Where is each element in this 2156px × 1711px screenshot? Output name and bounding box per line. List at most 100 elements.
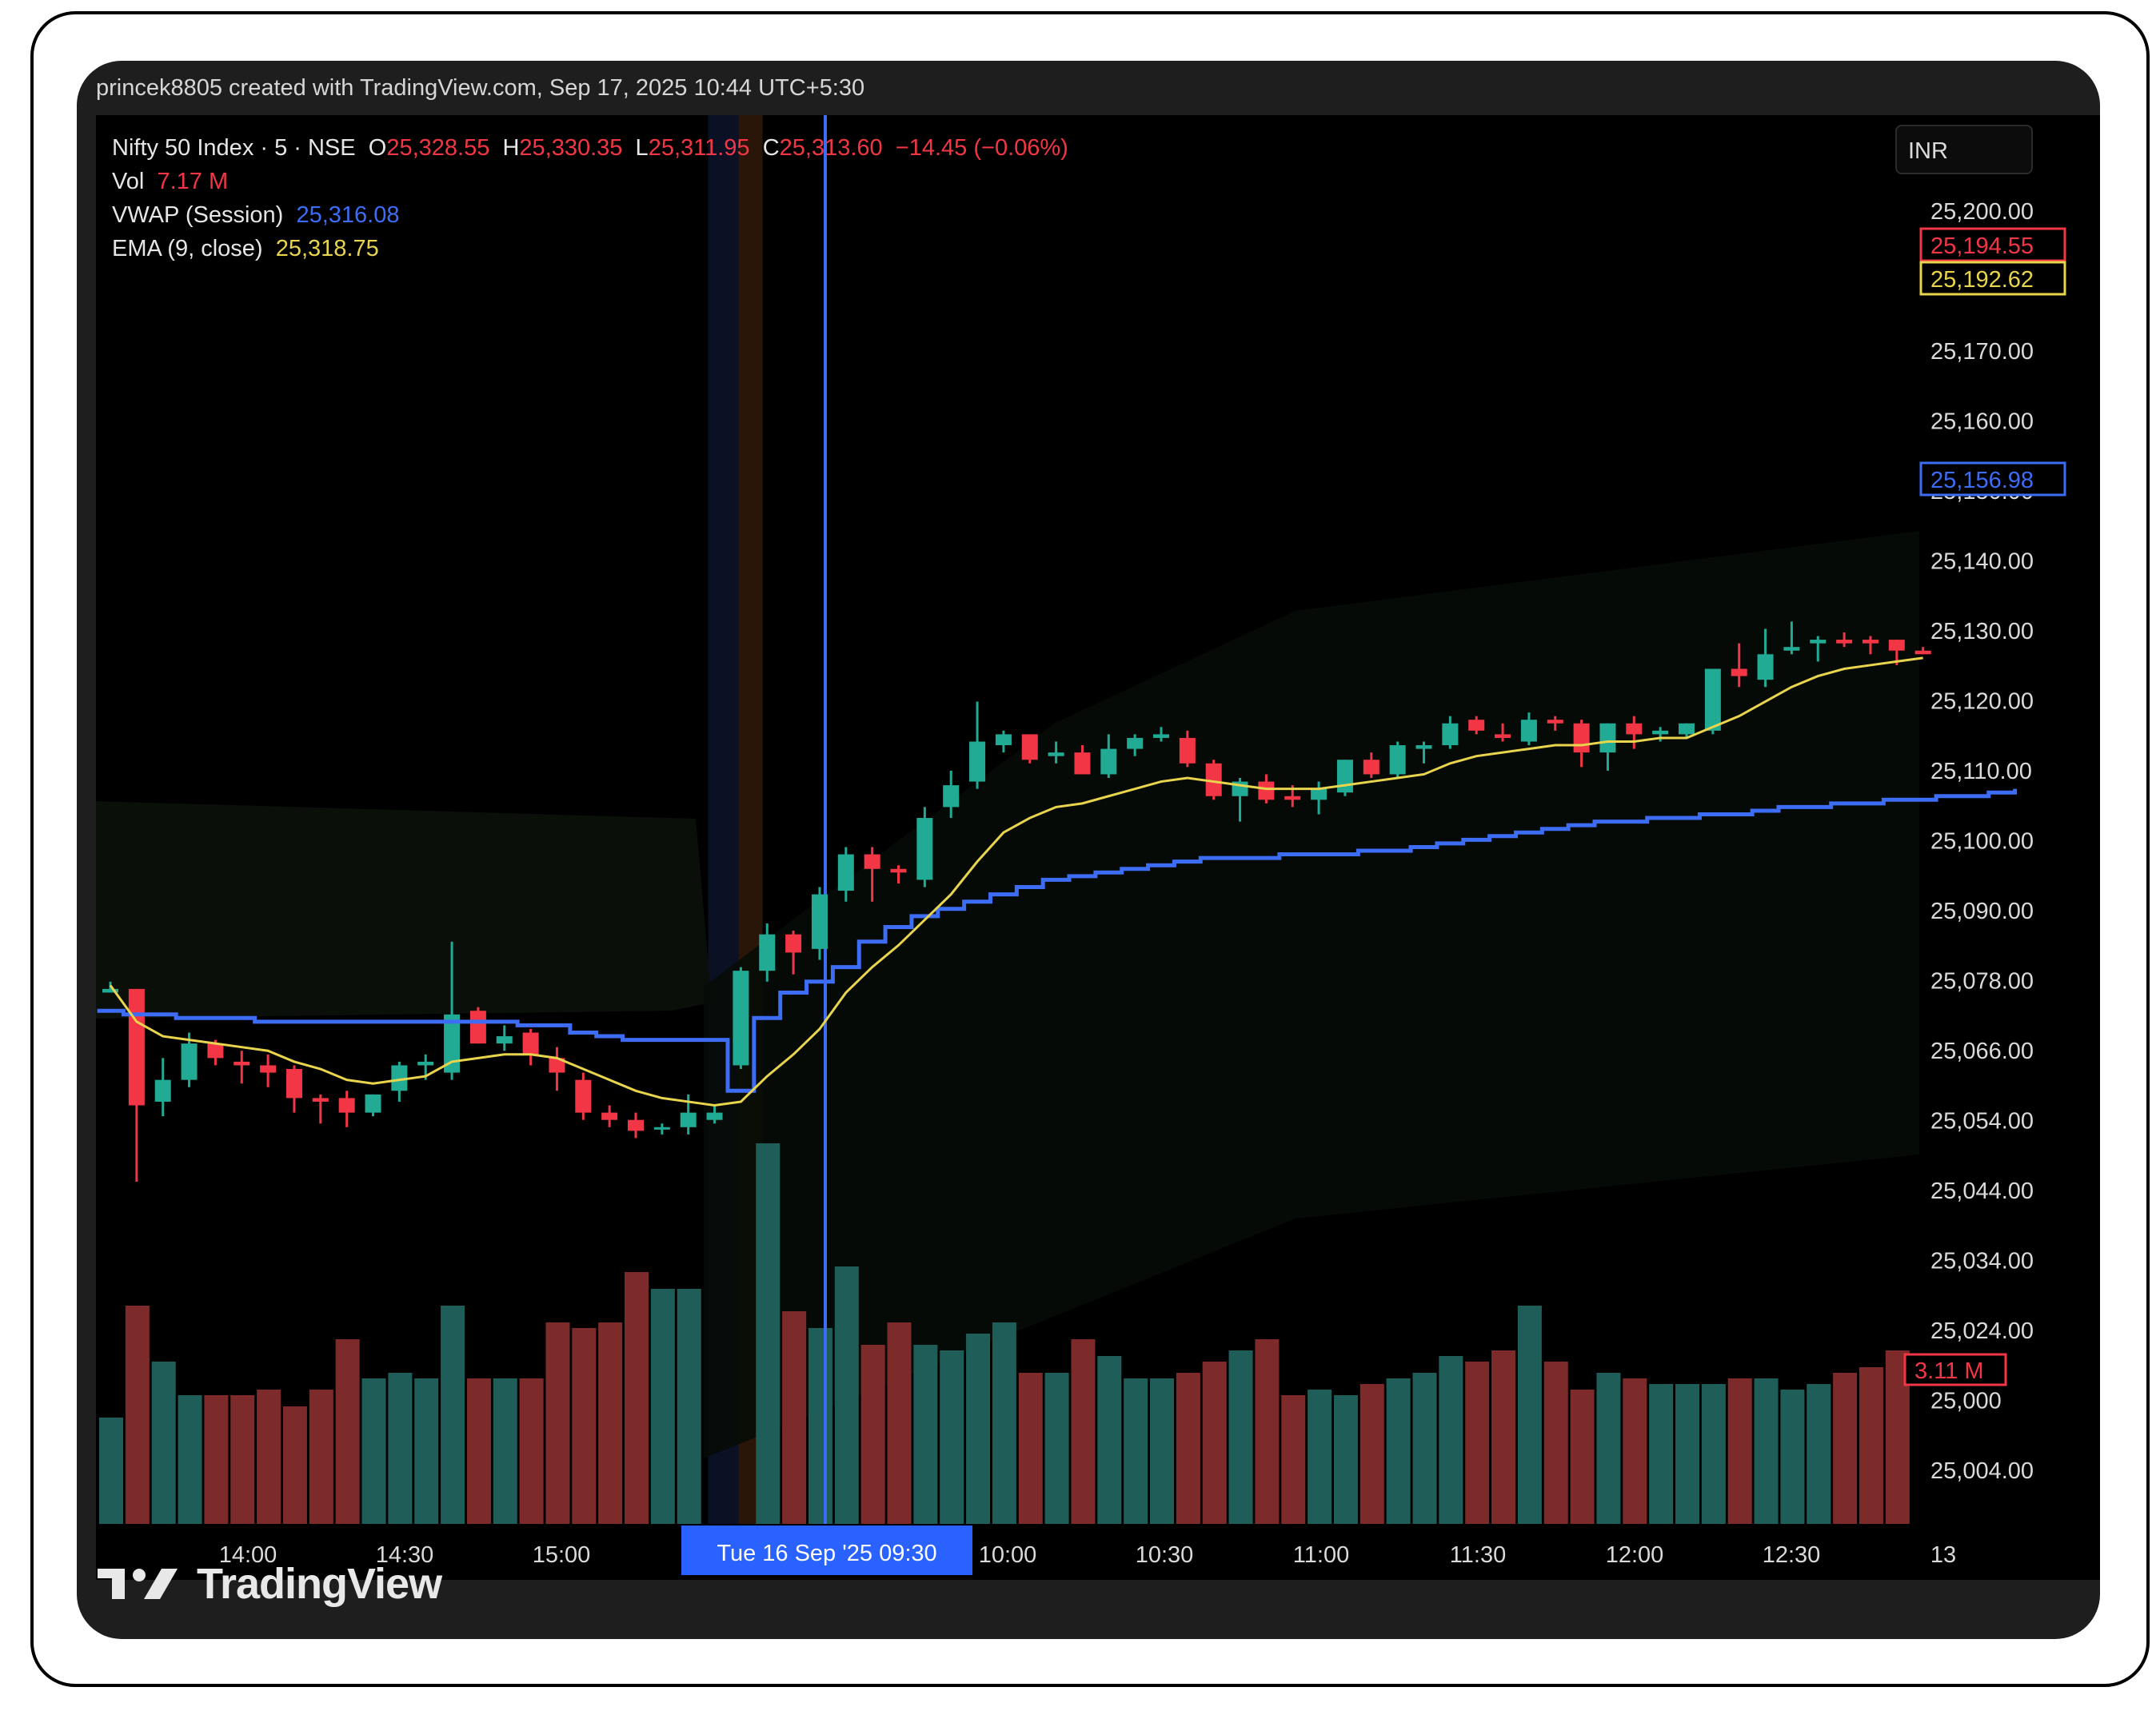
volume-bar: [1308, 1390, 1332, 1524]
volume-bar: [1228, 1350, 1253, 1524]
vwap-row[interactable]: VWAP (Session) 25,316.08: [112, 198, 1068, 232]
candle-body: [1415, 745, 1432, 749]
time-tick-label: 12:00: [1606, 1542, 1664, 1568]
candle-body: [207, 1043, 224, 1059]
volume-bar: [230, 1395, 255, 1524]
time-tick-label: 11:30: [1450, 1542, 1506, 1568]
candle-body: [102, 988, 118, 993]
time-tick-label: 12:30: [1763, 1542, 1821, 1568]
candle-body: [1363, 760, 1379, 775]
candle-body: [1520, 720, 1537, 742]
price-tick-label: 25,120.00: [1930, 689, 2034, 715]
price-tick-label: 25,044.00: [1930, 1179, 2034, 1204]
volume-bar: [1491, 1350, 1516, 1524]
volume-badge-box: [1903, 1353, 2007, 1386]
candle-body: [1284, 796, 1301, 800]
candle-body: [469, 1011, 486, 1044]
candle-body: [234, 1061, 250, 1066]
volume-bar: [1780, 1390, 1805, 1524]
volume-bar: [441, 1306, 465, 1524]
ema-value: 25,318.75: [275, 236, 379, 261]
price-axis-area: [1919, 115, 2100, 1524]
candle-body: [1258, 781, 1275, 800]
volume-bar: [204, 1395, 229, 1524]
volume-bar: [650, 1289, 675, 1524]
volume-bar: [1176, 1373, 1200, 1524]
volume-row[interactable]: Vol 7.17 M: [112, 165, 1068, 198]
volume-bar: [1255, 1339, 1280, 1524]
candle-body: [1704, 668, 1721, 731]
price-tick-label: 25,130.00: [1930, 619, 2034, 644]
volume-bar: [178, 1395, 202, 1524]
volume-bar: [860, 1345, 885, 1524]
open-label: O: [368, 135, 387, 161]
time-tick-label: 14:00: [219, 1542, 277, 1568]
ema-row[interactable]: EMA (9, close) 25,318.75: [112, 232, 1068, 265]
volume-bar: [519, 1378, 544, 1524]
candle-body: [1862, 640, 1879, 644]
low-label: L: [635, 135, 649, 161]
price-tick-label: 25,034.00: [1930, 1249, 2034, 1274]
candle-body: [1311, 788, 1328, 800]
volume-bar: [1570, 1390, 1595, 1524]
candle-body: [522, 1032, 539, 1055]
candle-body: [128, 988, 145, 1106]
volume-bar: [257, 1390, 281, 1524]
volume-bar: [335, 1339, 360, 1524]
candle-body: [653, 1127, 670, 1130]
candle-body: [1836, 640, 1853, 644]
crosshair-time-label: Tue 16 Sep '25 09:30: [717, 1541, 936, 1566]
candle-body: [1914, 650, 1931, 655]
candle-body: [365, 1094, 381, 1113]
last-price-badge-box: [1919, 227, 2066, 262]
candle-body: [338, 1098, 355, 1113]
low-value: 25,311.95: [648, 135, 750, 161]
volume-bar: [388, 1373, 413, 1524]
candle-body: [1100, 748, 1117, 775]
candle-body: [549, 1058, 565, 1073]
volume-bar: [1517, 1306, 1542, 1524]
volume-bar: [572, 1328, 597, 1524]
volume-bar: [361, 1378, 386, 1524]
candle-body: [1652, 730, 1669, 735]
candle-body: [811, 894, 828, 949]
ema-line: [109, 656, 1923, 1107]
volume-bar: [1124, 1378, 1148, 1524]
candle-body: [1757, 654, 1774, 680]
volume-bar: [1044, 1373, 1069, 1524]
volume-bar: [1596, 1373, 1621, 1524]
volume-bar: [1623, 1378, 1647, 1524]
close-label: C: [762, 135, 780, 161]
chart-canvas[interactable]: 25,200.0025,180.0025,170.0025,160.0025,1…: [96, 115, 2100, 1580]
volume-bar: [466, 1378, 491, 1524]
volume-bar: [887, 1322, 912, 1524]
time-tick-label: 13: [1930, 1542, 1956, 1568]
candle-body: [943, 785, 960, 808]
volume-bar: [1859, 1367, 1883, 1524]
symbol-name[interactable]: Nifty 50 Index · 5 · NSE: [112, 135, 356, 161]
brand[interactable]: TradingView: [98, 1556, 442, 1612]
volume-bar: [151, 1362, 176, 1524]
volume-bar: [756, 1143, 781, 1524]
price-tick-label: 25,000: [1930, 1389, 2002, 1414]
open-value: 25,328.55: [386, 135, 490, 161]
price-tick-label: 25,160.00: [1930, 409, 2034, 435]
candle-body: [1679, 723, 1695, 735]
candle-body: [864, 854, 880, 869]
chart-plot[interactable]: 25,200.0025,180.0025,170.0025,160.0025,1…: [96, 115, 2100, 1580]
volume-bar: [913, 1345, 938, 1524]
candle-body: [1626, 723, 1643, 735]
volume-bar: [966, 1334, 991, 1524]
price-tick-label: 25,004.00: [1930, 1458, 2034, 1484]
volume-bar: [1833, 1373, 1858, 1524]
tradingview-logo-icon: [98, 1569, 178, 1599]
time-tick-label: 10:30: [1136, 1542, 1194, 1568]
vol-label: Vol: [112, 169, 145, 194]
vwap-label: VWAP (Session): [112, 202, 284, 228]
candle-body: [759, 934, 776, 971]
candle-body: [995, 734, 1012, 746]
last-price-badge: 25,194.55: [1930, 233, 2034, 259]
volume-bar: [1412, 1373, 1437, 1524]
price-tick-label: 25,200.00: [1930, 199, 2034, 225]
currency-button[interactable]: INR: [1895, 125, 2033, 174]
